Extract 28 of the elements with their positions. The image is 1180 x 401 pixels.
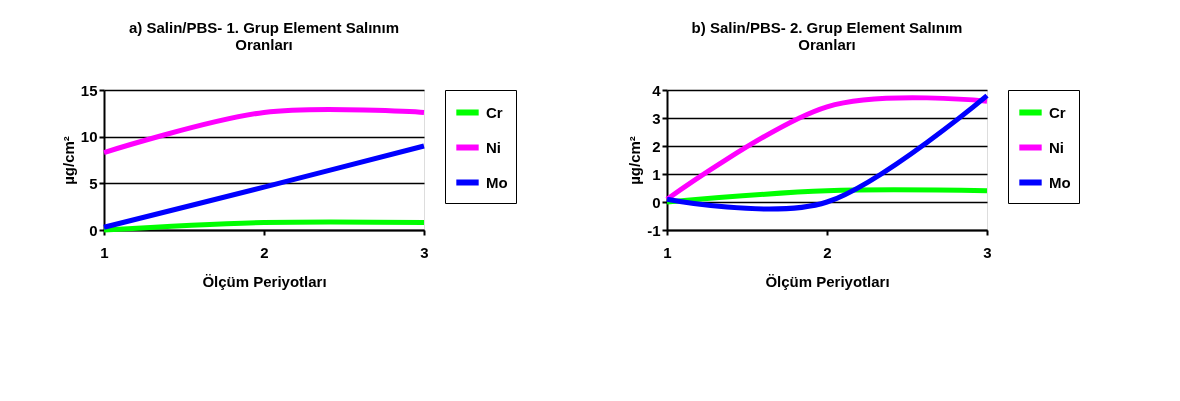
legend-label: Mo xyxy=(1049,173,1071,191)
y-tick-label: 15 xyxy=(80,81,98,99)
y-tick-label: 2 xyxy=(652,137,661,155)
x-tick-label: 3 xyxy=(420,243,429,261)
legend-label: Ni xyxy=(486,138,501,156)
x-tick-label: 3 xyxy=(983,243,992,261)
y-tick-label: 3 xyxy=(652,109,661,127)
y-axis-title: µg/cm² xyxy=(626,136,644,185)
y-axis-title: µg/cm² xyxy=(59,136,77,185)
x-axis-title: Ölçüm Periyotları xyxy=(765,272,890,290)
y-tick-label: 1 xyxy=(652,165,661,183)
y-tick-label: 0 xyxy=(652,193,661,211)
legend-label: Cr xyxy=(486,103,503,121)
x-tick-label: 2 xyxy=(823,243,832,261)
y-tick-label: 10 xyxy=(80,128,98,146)
legend-label: Mo xyxy=(486,173,508,191)
y-tick-label: -1 xyxy=(647,221,661,239)
x-tick-label: 1 xyxy=(100,243,109,261)
y-tick-label: 0 xyxy=(89,221,98,239)
chart-title: b) Salin/PBS- 2. Grup Element Salınım Oranları xyxy=(691,19,963,53)
y-tick-label: 4 xyxy=(652,81,662,99)
legend-label: Ni xyxy=(1049,138,1064,156)
x-tick-label: 2 xyxy=(260,243,269,261)
y-tick-label: 5 xyxy=(89,174,98,192)
chart-title: a) Salin/PBS- 1. Grup Element Salınım Oranları xyxy=(128,19,400,53)
x-tick-label: 1 xyxy=(663,243,672,261)
x-axis-title: Ölçüm Periyotları xyxy=(202,272,327,290)
legend-label: Cr xyxy=(1049,103,1066,121)
